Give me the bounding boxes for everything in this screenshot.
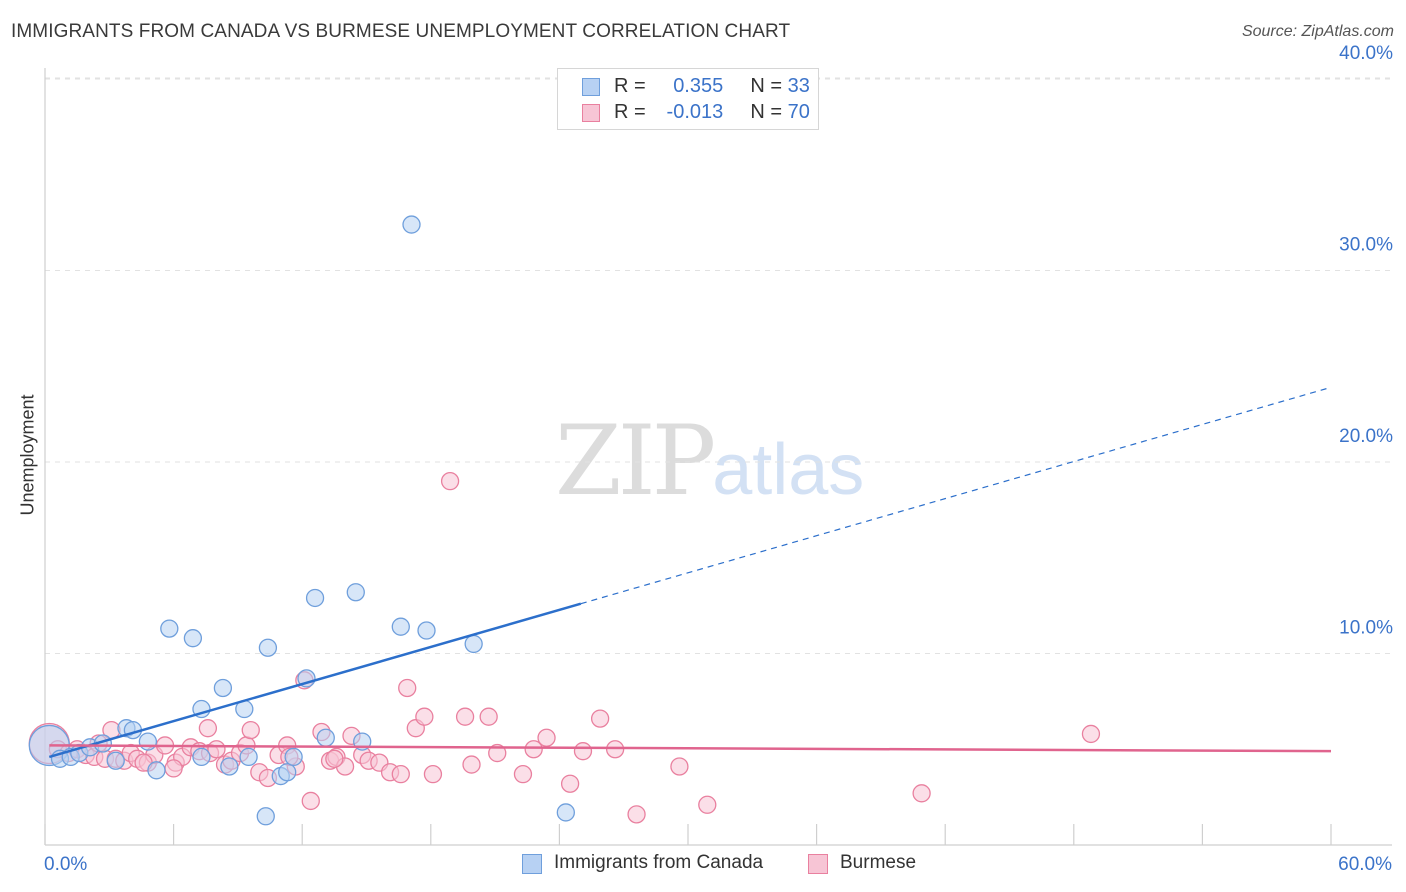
burmese-point: [590, 709, 610, 728]
legend-r-label: R =: [614, 101, 646, 123]
series-name-canada: Immigrants from Canada: [554, 852, 764, 873]
canada-point: [106, 751, 125, 770]
canada-point: [138, 732, 158, 751]
series-swatch-pink: [808, 854, 828, 874]
axes: [44, 68, 1392, 846]
series-swatch-blue: [522, 854, 542, 874]
burmese-point: [455, 707, 475, 726]
burmese-point: [198, 719, 218, 738]
series-name-burmese: Burmese: [840, 852, 917, 873]
burmese-point: [207, 740, 226, 759]
burmese-point: [391, 764, 410, 784]
legend-swatch-pink: [582, 104, 600, 122]
canada-point: [220, 757, 239, 776]
burmese-point: [670, 757, 689, 776]
gridlines: [45, 77, 1392, 654]
burmese-point: [479, 707, 498, 726]
burmese-point: [1081, 724, 1101, 744]
burmese-point: [241, 720, 260, 740]
source-credit: Source: ZipAtlas.com: [1241, 23, 1394, 40]
watermark-atlas: atlas: [712, 430, 865, 510]
burmese-point: [415, 707, 434, 726]
correlation-legend: R = 0.355 N = 33 R = -0.013 N = 70: [557, 68, 819, 130]
burmese-point: [423, 764, 443, 784]
burmese-point: [912, 784, 931, 803]
watermark-zip: ZIP: [555, 405, 716, 517]
legend-r-value: -0.013: [666, 101, 724, 123]
canada-point: [160, 619, 179, 638]
burmese-point: [462, 755, 481, 774]
legend-text-burmese: R = -0.013 N = 70: [614, 101, 810, 124]
legend-n-label: N =: [750, 75, 783, 97]
canada-point: [346, 583, 365, 602]
tick-labels: 10.0% 20.0% 30.0% 40.0% 0.0% 60.0%: [44, 43, 1393, 875]
trend-lines: [48, 386, 1332, 759]
canada-point: [258, 638, 278, 657]
canada-point: [305, 588, 325, 608]
burmese-trend-line: [49, 744, 1332, 753]
legend-swatch-blue: [582, 78, 600, 96]
burmese-point: [524, 740, 543, 759]
canada-point: [316, 728, 335, 747]
legend-r-value: 0.355: [673, 75, 724, 97]
burmese-point: [573, 742, 593, 761]
watermark: ZIPatlas: [555, 405, 864, 517]
canada-point: [147, 761, 166, 780]
burmese-points: [28, 471, 1101, 824]
canada-point: [256, 807, 275, 826]
burmese-point: [698, 795, 717, 814]
y-tick-label: 10.0%: [1339, 618, 1393, 639]
x-tick-label: 0.0%: [44, 854, 87, 875]
canada-point: [239, 747, 258, 767]
y-tick-label: 40.0%: [1339, 43, 1393, 64]
canada-point: [192, 747, 211, 767]
canada-point: [556, 803, 575, 822]
burmese-point: [440, 471, 460, 491]
legend-text-canada: R = 0.355 N = 33: [614, 75, 810, 98]
legend-r-label: R =: [614, 75, 646, 97]
burmese-point: [627, 805, 646, 824]
burmese-point: [537, 728, 556, 747]
burmese-point: [560, 774, 580, 793]
legend-n-value: 33: [787, 75, 810, 97]
y-tick-label: 30.0%: [1339, 235, 1393, 256]
burmese-point: [513, 764, 533, 784]
chart-title: IMMIGRANTS FROM CANADA VS BURMESE UNEMPL…: [11, 21, 791, 42]
canada-point: [464, 634, 483, 654]
y-tick-label: 20.0%: [1339, 426, 1393, 447]
legend-n-label: N =: [750, 101, 783, 123]
canada-point: [284, 747, 303, 767]
burmese-point: [164, 759, 183, 778]
burmese-point: [488, 743, 507, 763]
canada-point: [417, 621, 436, 640]
canada-point: [391, 617, 410, 636]
canada-point: [402, 215, 421, 234]
canada-point: [278, 763, 297, 782]
burmese-point: [301, 791, 320, 811]
canada-point: [183, 629, 203, 648]
burmese-point: [398, 678, 417, 698]
burmese-point: [325, 749, 344, 768]
x-tick-label: 60.0%: [1338, 854, 1392, 875]
canada-point: [213, 678, 233, 698]
canada-trend-line: [48, 602, 582, 759]
legend-n-value: 70: [787, 101, 810, 123]
burmese-point: [605, 740, 625, 759]
canada-trend-projection: [580, 386, 1332, 605]
